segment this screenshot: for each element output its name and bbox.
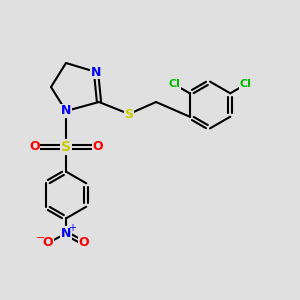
Text: Cl: Cl — [240, 79, 252, 89]
Text: S: S — [124, 107, 134, 121]
Text: S: S — [61, 140, 71, 154]
Text: O: O — [92, 140, 103, 154]
Text: N: N — [61, 227, 71, 240]
Text: N: N — [61, 104, 71, 118]
Text: +: + — [68, 223, 76, 233]
Text: −: − — [36, 232, 45, 243]
Text: O: O — [29, 140, 40, 154]
Text: Cl: Cl — [168, 79, 180, 89]
Text: N: N — [91, 65, 101, 79]
Text: O: O — [79, 236, 89, 250]
Text: O: O — [43, 236, 53, 250]
